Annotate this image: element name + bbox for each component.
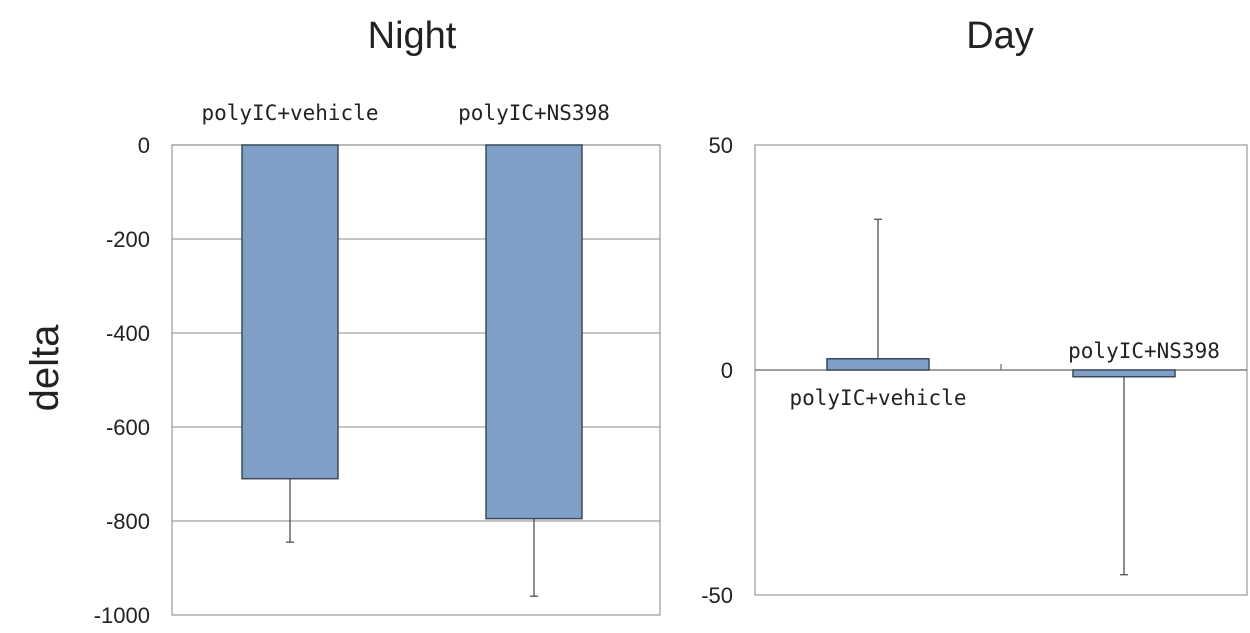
night-chart-title: Night [368,15,457,57]
night-y-tick-label: -800 [106,509,150,534]
night-y-tick-label: -400 [106,321,150,346]
day-y-ticks: 50 0 -50 [701,133,733,608]
night-category-label: polyIC+NS398 [458,101,610,125]
day-category-labels: polyIC+vehicle polyIC+NS398 [789,339,1219,410]
day-bars [826,218,1176,576]
night-y-tick-label: -1000 [94,603,150,628]
y-axis-label: delta [23,324,67,411]
night-bars [241,144,583,597]
night-bar [485,144,583,520]
night-y-tick-label: -600 [106,415,150,440]
day-y-tick-label: -50 [701,583,733,608]
day-chart-title: Day [966,15,1034,57]
night-y-ticks: 0 -200 -400 -600 -800 -1000 [94,133,150,628]
night-category-label: polyIC+vehicle [201,101,378,125]
day-category-label: polyIC+NS398 [1068,339,1220,363]
night-bar [241,144,339,480]
night-category-labels: polyIC+vehicle polyIC+NS398 [201,101,609,125]
day-category-label: polyIC+vehicle [789,386,966,410]
night-chart: Night 0 -200 -400 -600 -800 -1000 polyIC+vehi… [94,15,661,628]
day-bar [1072,369,1176,378]
day-y-tick-label: 50 [709,133,733,158]
day-y-tick-label: 0 [721,358,733,383]
day-chart: Day 50 0 -50 polyIC+vehicle polyIC+NS398 [701,15,1248,608]
night-y-tick-label: -200 [106,227,150,252]
night-y-tick-label: 0 [138,133,150,158]
day-bar [826,358,930,371]
